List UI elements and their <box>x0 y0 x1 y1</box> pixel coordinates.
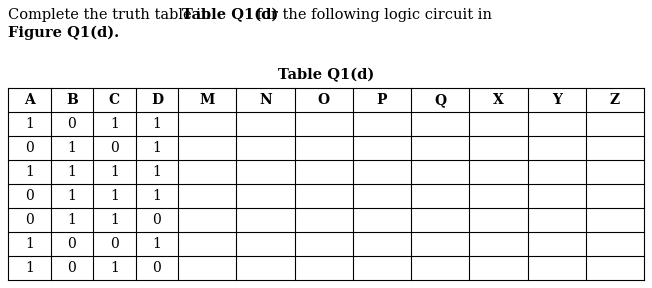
Text: 0: 0 <box>110 141 119 155</box>
Text: O: O <box>318 93 330 107</box>
Text: 0: 0 <box>110 237 119 251</box>
Text: 1: 1 <box>110 261 119 275</box>
Text: 0: 0 <box>67 237 76 251</box>
Text: N: N <box>259 93 272 107</box>
Text: 1: 1 <box>25 261 34 275</box>
Text: M: M <box>200 93 215 107</box>
Text: Q: Q <box>434 93 446 107</box>
Text: 1: 1 <box>67 213 76 227</box>
Text: Figure Q1(d).: Figure Q1(d). <box>8 26 119 40</box>
Text: 1: 1 <box>153 189 161 203</box>
Text: 0: 0 <box>25 141 34 155</box>
Text: 0: 0 <box>67 117 76 131</box>
Text: 1: 1 <box>25 165 34 179</box>
Text: 1: 1 <box>25 117 34 131</box>
Text: B: B <box>66 93 78 107</box>
Text: Complete the truth table in: Complete the truth table in <box>8 8 215 22</box>
Text: 1: 1 <box>153 165 161 179</box>
Text: 1: 1 <box>153 117 161 131</box>
Text: D: D <box>151 93 163 107</box>
Text: 0: 0 <box>67 261 76 275</box>
Text: X: X <box>493 93 504 107</box>
Text: 1: 1 <box>110 189 119 203</box>
Text: 1: 1 <box>110 117 119 131</box>
Text: P: P <box>377 93 387 107</box>
Text: for the following logic circuit in: for the following logic circuit in <box>252 8 492 22</box>
Text: 0: 0 <box>25 213 34 227</box>
Text: 0: 0 <box>25 189 34 203</box>
Text: Y: Y <box>552 93 561 107</box>
Text: 1: 1 <box>153 141 161 155</box>
Text: 1: 1 <box>110 165 119 179</box>
Text: 1: 1 <box>153 237 161 251</box>
Text: 1: 1 <box>67 141 76 155</box>
Text: Table Q1(d): Table Q1(d) <box>278 68 374 82</box>
Text: 1: 1 <box>67 189 76 203</box>
Text: Z: Z <box>610 93 620 107</box>
Text: 0: 0 <box>153 213 161 227</box>
Text: C: C <box>109 93 120 107</box>
Text: 1: 1 <box>67 165 76 179</box>
Text: 0: 0 <box>153 261 161 275</box>
Text: Table Q1(d): Table Q1(d) <box>182 8 278 22</box>
Text: 1: 1 <box>25 237 34 251</box>
Text: 1: 1 <box>110 213 119 227</box>
Text: A: A <box>24 93 35 107</box>
